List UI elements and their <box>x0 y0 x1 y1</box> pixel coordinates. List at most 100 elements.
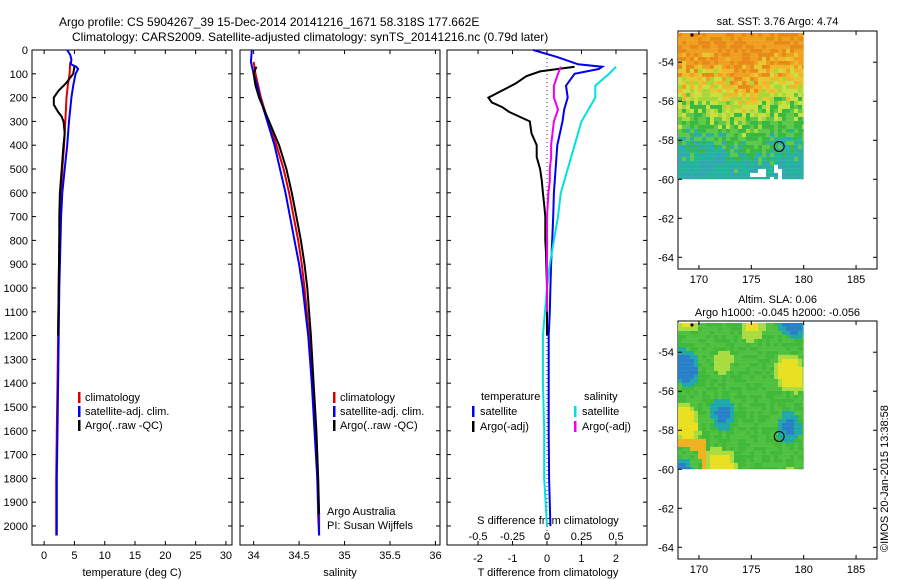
heatmap-cell <box>762 446 766 451</box>
heatmap-cell <box>790 144 794 149</box>
heatmap-cell <box>802 68 804 73</box>
heatmap-cell <box>794 366 798 371</box>
heatmap-cell <box>746 438 750 443</box>
heatmap-cell <box>734 80 738 85</box>
heatmap-cell <box>770 402 774 407</box>
heatmap-cell <box>794 342 798 347</box>
heatmap-cell <box>754 136 758 141</box>
heatmap-cell <box>678 76 682 81</box>
heatmap-cell <box>778 434 782 439</box>
heatmap-cell <box>786 88 790 93</box>
heatmap-cell <box>790 402 794 407</box>
heatmap-cell <box>686 156 690 161</box>
heatmap-cell <box>758 152 762 157</box>
heatmap-cell <box>738 172 742 177</box>
heatmap-cell <box>762 354 766 359</box>
heatmap-cell <box>798 44 802 49</box>
heatmap-cell <box>746 136 750 141</box>
heatmap-cell <box>726 128 730 133</box>
heatmap-cell <box>734 354 738 359</box>
heatmap-cell <box>730 44 734 49</box>
heatmap-cell <box>762 462 766 467</box>
heatmap-cell <box>794 36 798 41</box>
heatmap-cell <box>726 52 730 57</box>
heatmap-cell <box>758 136 762 141</box>
heatmap-cell <box>738 454 742 459</box>
heatmap-cell <box>698 160 702 165</box>
heatmap-cell <box>690 152 694 157</box>
heatmap-cell <box>714 100 718 105</box>
heatmap-cell <box>742 120 746 125</box>
heatmap-cell <box>722 454 726 459</box>
heatmap-cell <box>690 172 694 177</box>
heatmap-cell <box>690 40 694 45</box>
heatmap-cell <box>738 136 742 141</box>
heatmap-cell <box>802 370 804 375</box>
heatmap-cell <box>710 386 714 391</box>
heatmap-cell <box>802 394 804 399</box>
heatmap-cell <box>786 76 790 81</box>
heatmap-cell <box>694 44 698 49</box>
heatmap-cell <box>790 366 794 371</box>
heatmap-cell <box>798 430 802 435</box>
heatmap-cell <box>754 96 758 101</box>
y-tick-label: 900 <box>10 259 28 271</box>
heatmap-cell <box>746 342 750 347</box>
heatmap-cell <box>758 386 762 391</box>
heatmap-cell <box>750 442 754 447</box>
heatmap-cell <box>746 108 750 113</box>
heatmap-cell <box>782 48 786 53</box>
heatmap-cell <box>746 152 750 157</box>
heatmap-cell <box>798 354 802 359</box>
heatmap-cell <box>762 426 766 431</box>
heatmap-cell <box>722 112 726 117</box>
heatmap-cell <box>710 426 714 431</box>
heatmap-cell <box>774 108 778 113</box>
heatmap-cell <box>766 172 770 177</box>
heatmap-cell <box>774 64 778 69</box>
heatmap-cell <box>758 350 762 355</box>
heatmap-cell <box>746 338 750 343</box>
heatmap-cell <box>698 36 702 41</box>
heatmap-cell <box>746 36 750 41</box>
heatmap-cell <box>786 128 790 133</box>
heatmap-cell <box>786 96 790 101</box>
heatmap-cell <box>738 430 742 435</box>
heatmap-cell <box>738 152 742 157</box>
heatmap-cell <box>758 172 762 177</box>
heatmap-cell <box>714 414 718 419</box>
heatmap-cell <box>786 68 790 73</box>
heatmap-cell <box>774 144 778 149</box>
heatmap-cell <box>682 346 686 351</box>
heatmap-cell <box>718 124 722 129</box>
heatmap-cell <box>694 366 698 371</box>
heatmap-cell <box>722 390 726 395</box>
heatmap-cell <box>686 108 690 113</box>
heatmap-cell <box>726 36 730 41</box>
heatmap-cell <box>782 52 786 57</box>
heatmap-cell <box>766 132 770 137</box>
heatmap-cell <box>742 458 746 463</box>
heatmap-cell <box>710 350 714 355</box>
heatmap-cell <box>746 88 750 93</box>
heatmap-cell <box>794 140 798 145</box>
series-line-2 <box>541 66 617 527</box>
heatmap-cell <box>726 450 730 455</box>
heatmap-cell <box>722 104 726 109</box>
heatmap-cell <box>722 80 726 85</box>
heatmap-cell <box>690 96 694 101</box>
heatmap-cell <box>730 88 734 93</box>
heatmap-cell <box>794 454 798 459</box>
heatmap-cell <box>774 120 778 125</box>
heatmap-cell <box>774 334 778 339</box>
heatmap-cell <box>682 36 686 41</box>
heatmap-cell <box>730 334 734 339</box>
heatmap-cell <box>762 140 766 145</box>
heatmap-cell <box>770 398 774 403</box>
heatmap-cell <box>734 52 738 57</box>
heatmap-cell <box>706 36 710 41</box>
heatmap-cell <box>714 354 718 359</box>
x-tick-label: 175 <box>742 564 760 576</box>
heatmap-cell <box>706 80 710 85</box>
heatmap-cell <box>762 156 766 161</box>
